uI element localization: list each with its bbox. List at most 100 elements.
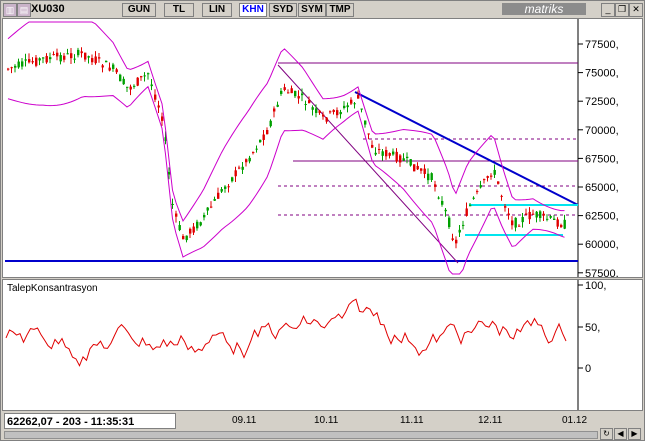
candle-body — [339, 111, 342, 115]
candle-body — [399, 155, 402, 163]
candle-body — [227, 186, 230, 188]
indicator-title: TalepKonsantrasyon — [7, 283, 98, 294]
tab-tl[interactable]: TL — [164, 3, 194, 17]
tab-sym[interactable]: SYM — [298, 3, 326, 17]
candle-body — [409, 159, 412, 166]
indicator-panel[interactable]: TalepKonsantrasyon 100, 50, 0 — [2, 279, 643, 411]
price-tick-label: 57500, — [585, 268, 619, 277]
candle-body — [171, 203, 174, 205]
candle-body — [196, 221, 199, 229]
status-bar: 62262,07 - 203 - 11:35:31 09.11 10.11 11… — [2, 412, 643, 440]
candle-body — [483, 179, 486, 181]
candle-body — [549, 216, 552, 218]
candle-body — [245, 159, 248, 163]
candle-body — [28, 59, 31, 63]
scroll-left-icon[interactable]: ◀ — [614, 428, 627, 440]
candle-body — [94, 56, 97, 64]
candle-body — [269, 120, 272, 127]
price-info: 62262,07 - 203 - 11:35:31 — [4, 413, 176, 429]
candle-body — [304, 104, 307, 106]
price-chart: 77500, 75000, 72500, 70000, 67500, 65000, 6250… — [3, 19, 619, 280]
candle-body — [24, 59, 27, 61]
candle-body — [420, 168, 423, 171]
period-icon[interactable]: ▤ — [17, 3, 31, 17]
candle-body — [521, 217, 524, 223]
candle-body — [126, 86, 129, 88]
symbol-label: XU030 — [31, 3, 65, 15]
candle-body — [444, 209, 447, 212]
candle-body — [402, 158, 405, 161]
candle-body — [553, 218, 556, 220]
candle-body — [276, 104, 279, 107]
candle-body — [392, 151, 395, 155]
price-tick-label: 62500, — [585, 211, 619, 223]
candle-body — [514, 217, 517, 228]
candle-body — [49, 57, 52, 60]
candle-body — [448, 217, 451, 228]
tab-gun[interactable]: GUN — [122, 3, 156, 17]
candle-body — [451, 238, 454, 240]
price-tick-label: 75000, — [585, 68, 619, 80]
candle-body — [441, 200, 444, 205]
close-icon[interactable]: ✕ — [629, 3, 643, 17]
price-tick-label: 72500, — [585, 96, 619, 108]
price-chart-panel[interactable]: 77500, 75000, 72500, 70000, 67500, 65000, 6250… — [2, 18, 643, 280]
downtrend-line — [354, 91, 579, 206]
candle-body — [70, 53, 73, 59]
candle-body — [21, 61, 24, 67]
candle-body — [455, 239, 458, 244]
scroll-right-icon[interactable]: ▶ — [628, 428, 641, 440]
candle-body — [105, 60, 108, 63]
candle-body — [38, 58, 41, 61]
indicator-chart: TalepKonsantrasyon 100, 50, 0 — [5, 280, 606, 410]
candle-body — [10, 67, 13, 69]
tab-syd[interactable]: SYD — [269, 3, 297, 17]
candle-body — [388, 152, 391, 156]
restore-icon[interactable]: ❐ — [615, 3, 629, 17]
candle-body — [493, 169, 496, 175]
refresh-icon[interactable]: ↻ — [600, 428, 613, 440]
candle-body — [430, 173, 433, 181]
candle-body — [434, 184, 437, 187]
tab-lin[interactable]: LIN — [202, 3, 232, 17]
candle-body — [511, 220, 514, 226]
candle-body — [259, 139, 262, 143]
candle-body — [101, 65, 104, 68]
candle-body — [112, 64, 115, 69]
horizontal-scrollbar[interactable] — [4, 431, 598, 439]
bollinger-upper — [7, 21, 565, 223]
candle-body — [143, 75, 146, 77]
candle-body — [140, 76, 143, 78]
date-axis: 09.11 10.11 11.11 12.11 01.12 — [178, 413, 598, 429]
candle-body — [427, 173, 430, 181]
candle-body — [164, 137, 167, 141]
candle-body — [238, 167, 241, 169]
candle-body — [371, 144, 374, 148]
price-plot-area — [3, 19, 578, 277]
date-label: 10.11 — [314, 415, 339, 426]
candle-body — [136, 77, 139, 86]
candle-body — [73, 58, 76, 60]
tab-khn[interactable]: KHN — [239, 3, 267, 17]
candle-body — [367, 133, 370, 135]
candle-body — [542, 213, 545, 216]
candle-body — [157, 105, 160, 108]
candle-body — [329, 111, 332, 113]
minimize-icon[interactable]: _ — [601, 3, 615, 17]
candle-body — [168, 171, 171, 175]
candle-body — [42, 57, 45, 59]
tab-tmp[interactable]: TMP — [326, 3, 354, 17]
candle-body — [336, 110, 339, 116]
candle-body — [108, 67, 111, 71]
candle-body — [199, 222, 202, 226]
candle-body — [416, 165, 419, 170]
candle-body — [56, 52, 59, 57]
candle-body — [374, 152, 377, 155]
candle-body — [87, 56, 90, 58]
indicator-tick-label: 50, — [585, 322, 600, 334]
candle-body — [469, 205, 472, 207]
chart-type-icon[interactable]: ▥ — [3, 3, 17, 17]
candle-body — [423, 168, 426, 174]
candle-body — [17, 61, 20, 68]
